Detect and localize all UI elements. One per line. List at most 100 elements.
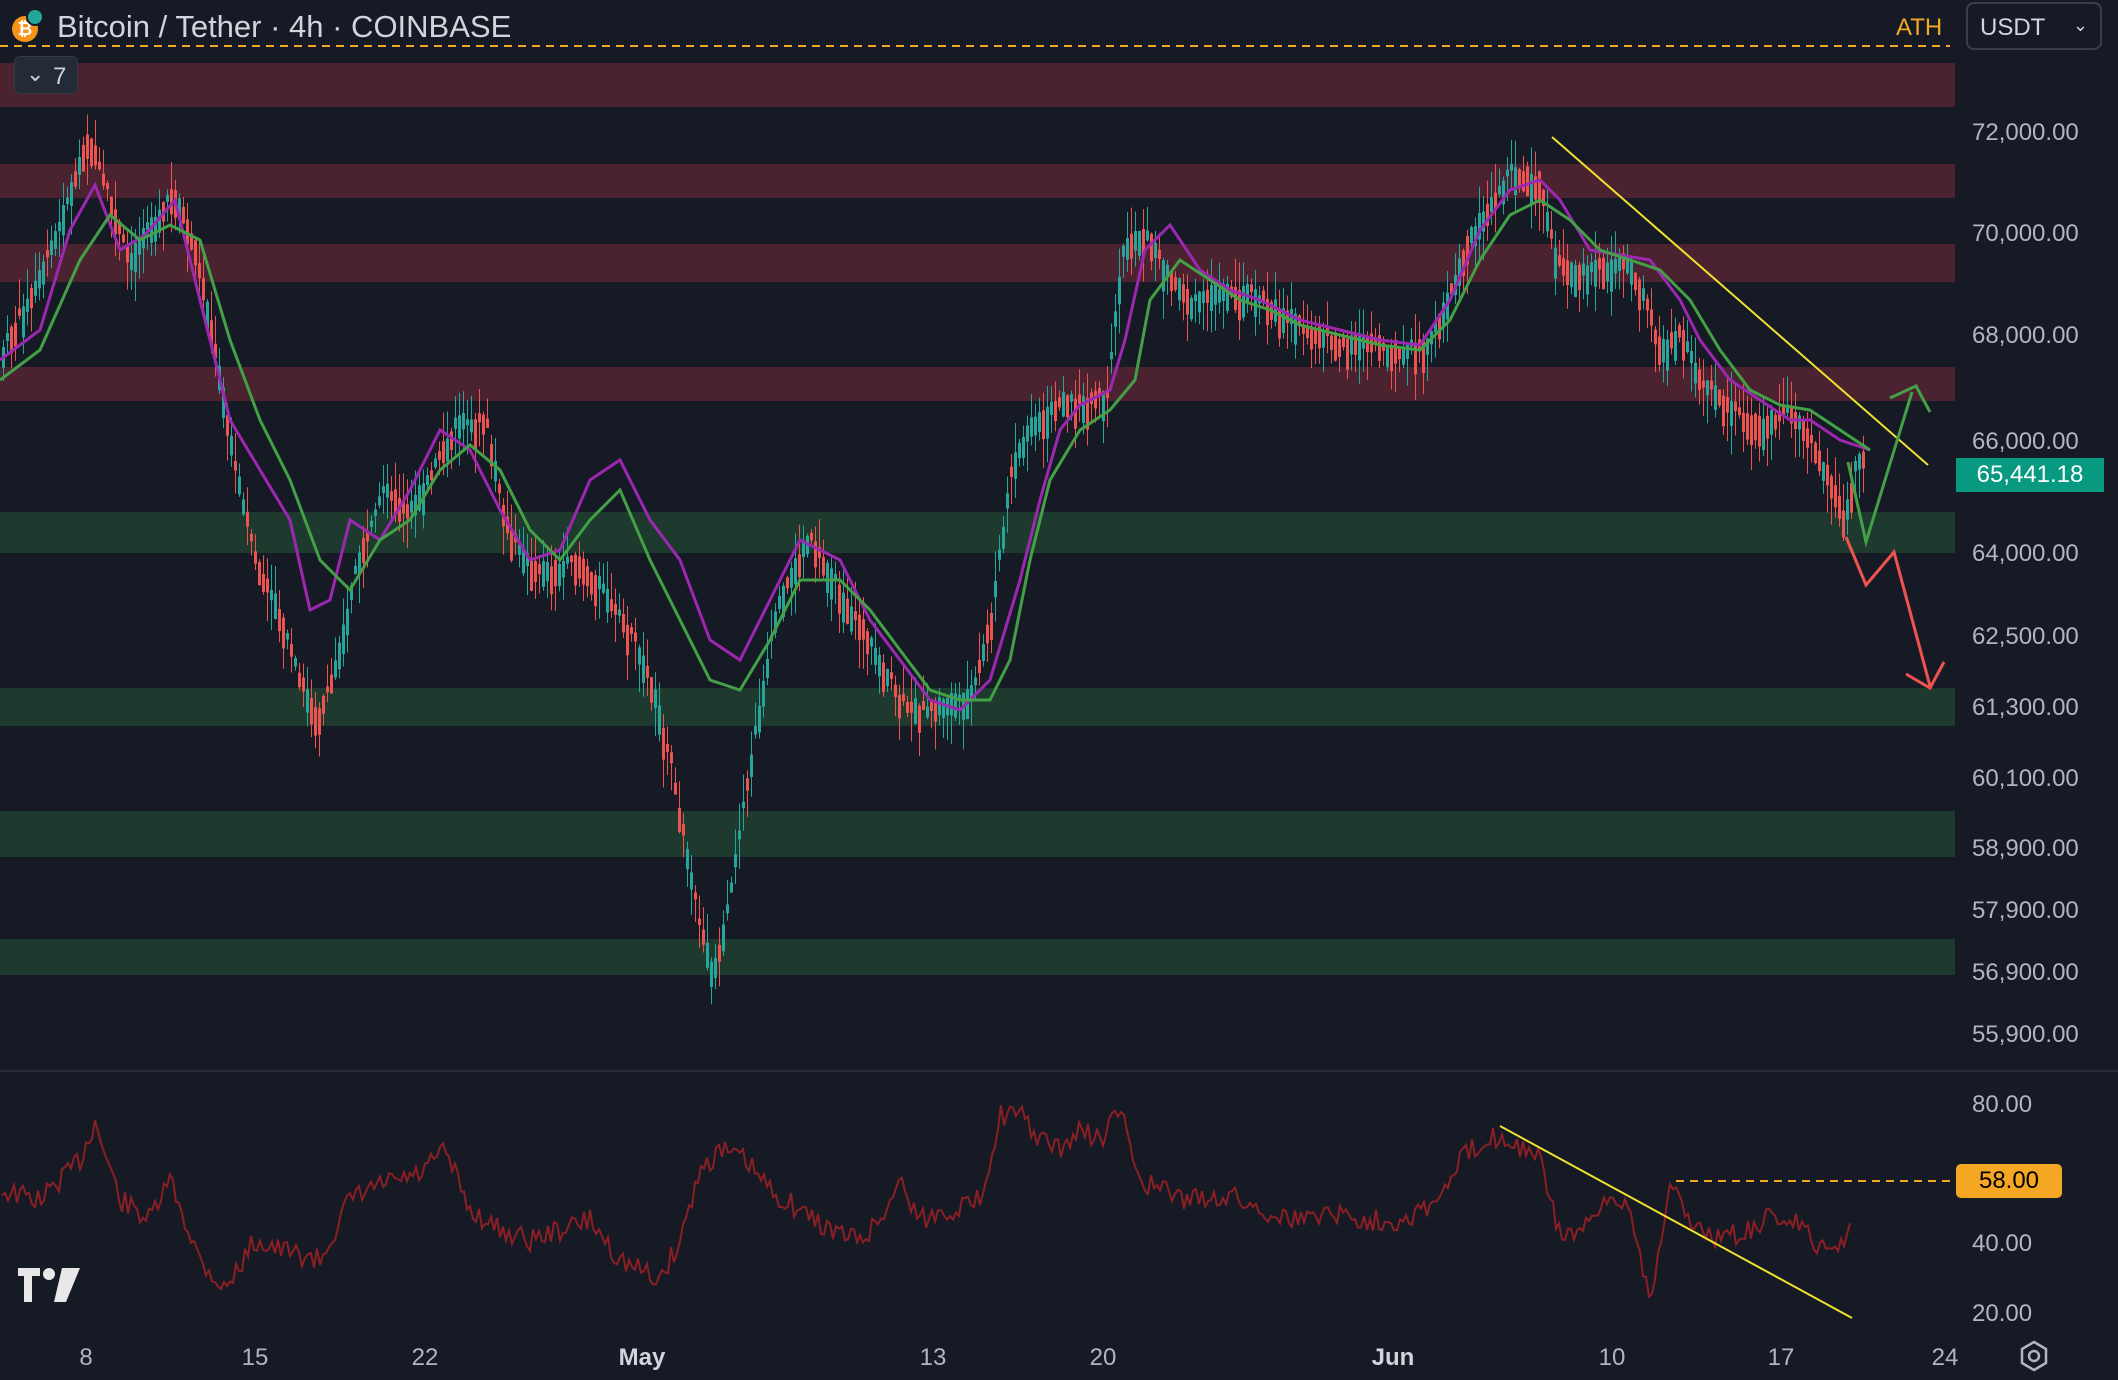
candle-body [1658, 336, 1661, 365]
candle-body [34, 280, 37, 296]
candle-body [298, 672, 301, 688]
candle-body [742, 801, 745, 809]
indicators-toggle-button[interactable]: ⌄ 7 [14, 56, 78, 94]
candle-body [858, 614, 861, 641]
candle-body [1214, 283, 1217, 305]
candle-body [906, 701, 909, 713]
bearish-projection-arrow[interactable] [1844, 536, 1932, 687]
candle-body [498, 484, 501, 494]
chart-header: ₿ Bitcoin / Tether · 4h · COINBASE [0, 0, 1950, 50]
candle-body [1578, 264, 1581, 291]
candle-body [326, 686, 329, 693]
candle-body [710, 961, 713, 987]
candle-body [30, 288, 33, 309]
candle-body [470, 419, 473, 433]
candle-body [1002, 526, 1005, 549]
candle-body [1750, 415, 1753, 445]
candle-body [138, 238, 141, 255]
candle-body [390, 491, 393, 501]
settings-icon[interactable] [2018, 1340, 2050, 1372]
candle-body [1278, 308, 1281, 339]
time-axis-label: 10 [1598, 1344, 1626, 1371]
candle-body [838, 584, 841, 614]
candle-body [750, 754, 753, 777]
candle-body [1726, 397, 1729, 413]
candle-body [1286, 310, 1289, 323]
currency-label: USDT [1980, 14, 2046, 41]
candle-body [1414, 342, 1417, 375]
candle-body [1678, 325, 1681, 338]
candle-body [614, 603, 617, 615]
candle-body [6, 332, 9, 342]
candle-body [1494, 192, 1497, 209]
candle-body [1122, 245, 1125, 257]
candle-body [1070, 394, 1073, 402]
candle-body [602, 583, 605, 593]
candle-body [886, 668, 889, 687]
candle-body [1106, 389, 1109, 399]
candle-body [1486, 203, 1489, 226]
rsi-descending-trendline[interactable] [1499, 1125, 1853, 1319]
candle-body [14, 322, 17, 347]
candle-body [1466, 235, 1469, 265]
candle-body [1498, 186, 1501, 195]
resistance-zone [0, 63, 1955, 107]
candle-body [1558, 255, 1561, 266]
candle-body [374, 509, 377, 516]
candle-body [1542, 189, 1545, 207]
time-axis-label: 22 [411, 1344, 439, 1371]
candle-body [274, 593, 277, 619]
bullish-projection-arrow[interactable] [1846, 391, 1914, 548]
candle-body [1842, 510, 1845, 538]
candle-body [370, 520, 373, 527]
candle-body [1166, 264, 1169, 277]
candle-body [1594, 260, 1597, 287]
candle-body [934, 702, 937, 722]
candle-body [418, 485, 421, 511]
candle-body [722, 924, 725, 952]
candle-body [1318, 324, 1321, 349]
candle-body [386, 483, 389, 498]
candle-body [986, 624, 989, 644]
candle-body [446, 438, 449, 462]
candle-body [694, 892, 697, 900]
candle-body [1442, 302, 1445, 327]
candle-body [434, 458, 437, 468]
candle-body [62, 205, 65, 236]
candle-body [1694, 362, 1697, 384]
candle-body [490, 444, 493, 467]
candle-body [1114, 311, 1117, 327]
candle-body [474, 419, 477, 450]
candle-body [1478, 212, 1481, 240]
currency-selector[interactable]: USDT ⌄ [1966, 2, 2102, 50]
symbol-title[interactable]: Bitcoin / Tether · 4h · COINBASE [57, 9, 512, 44]
descending-trendline[interactable] [1551, 136, 1929, 466]
candle-body [1642, 288, 1645, 301]
candle-body [642, 655, 645, 684]
candle-body [586, 566, 589, 587]
candle-body [974, 677, 977, 686]
candle-body [222, 387, 225, 419]
candle-body [970, 685, 973, 700]
candle-body [126, 244, 129, 263]
candle-body [1130, 233, 1133, 259]
candle-body [122, 234, 125, 243]
candle-body [1154, 242, 1157, 258]
ath-label: ATH [1896, 14, 1943, 41]
candle-body [1834, 485, 1837, 508]
candle-body [1470, 227, 1473, 243]
candle-body [1322, 330, 1325, 348]
candle-body [1522, 171, 1525, 192]
candle-body [1474, 226, 1477, 247]
candle-body [950, 693, 953, 716]
candle-body [1062, 392, 1065, 417]
candle-body [1402, 346, 1405, 365]
price-axis-label: 58,900.00 [1972, 835, 2079, 862]
candle-body [1810, 434, 1813, 444]
candle-body [1358, 333, 1361, 361]
candle-body [1186, 288, 1189, 315]
candle-body [618, 609, 621, 616]
candle-body [1702, 380, 1705, 388]
candle-body [262, 573, 265, 592]
